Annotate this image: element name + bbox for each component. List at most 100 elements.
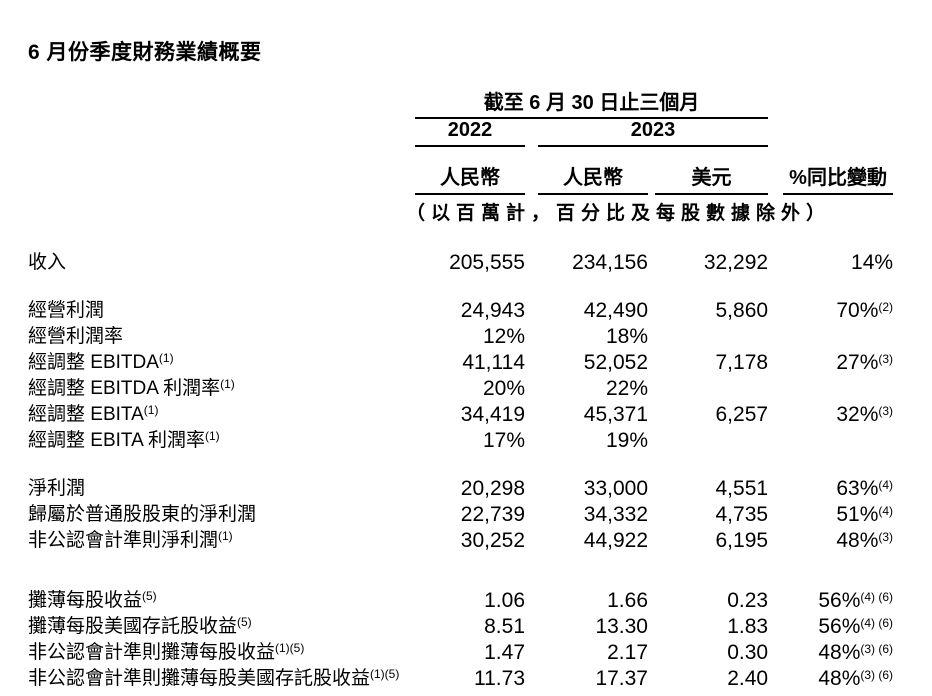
row-label: 收入 [28,252,67,273]
value-yoy-change [783,324,893,350]
row-label: 非公認會計準則淨利潤(1) [28,529,233,551]
value-2022-rmb: 24,943 [460,299,525,322]
value-2023-usd [655,376,768,402]
col-header-rmb-2022: 人民幣 [415,146,525,195]
page-title: 6 月份季度財務業績概要 [28,41,262,64]
value-2023-usd: 0.30 [727,641,769,664]
value-2023-rmb: 34,332 [583,503,648,526]
empty-cell [525,146,538,194]
spacer-row [28,228,893,250]
column-gap [525,640,538,666]
column-gap [648,428,655,454]
footnote-ref: (3) [878,404,894,418]
column-gap [525,298,538,324]
value-2023-usd [655,324,768,350]
col-header-yoy-change: %同比變動 [783,146,894,195]
row-label: 經營利潤 [28,300,105,321]
table-row: 攤薄每股美國存託股收益(5) 8.51 13.30 1.83 56%(4) (6) [28,614,893,640]
value-2023-usd: 4,735 [715,503,769,526]
value-2023-rmb: 42,490 [583,299,648,322]
table-body: 收入 205,555 234,156 32,292 14% 經營利潤 24,943 42,49… [28,228,893,692]
column-gap [768,614,783,640]
value-yoy-change: 48%(3) [836,529,894,552]
empty-cell [768,146,783,194]
column-gap [768,350,783,376]
value-2023-usd: 1.83 [727,615,769,638]
footnote-ref: (1) [158,351,174,365]
value-yoy-change: 56%(4) (6) [818,615,894,638]
value-2022-rmb: 17% [482,429,525,452]
column-gap [648,640,655,666]
value-yoy-change: 70%(2) [836,299,894,322]
value-yoy-change [783,376,893,402]
column-gap [525,476,538,502]
row-label: 經調整 EBITA(1) [28,403,159,425]
value-2023-usd: 4,551 [715,477,769,500]
column-gap [768,640,783,666]
value-2023-usd: 0.23 [727,589,769,612]
value-2022-rmb: 1.06 [484,589,525,612]
footnote-ref: (1)(5) [275,641,305,655]
column-gap [525,666,538,692]
period-header: 截至 6 月 30 日止三個月 [415,86,769,119]
table-row: 收入 205,555 234,156 32,292 14% [28,250,893,276]
footnote-ref: (1) [220,377,235,391]
empty-cell [525,118,538,146]
footnote-ref: (4) (6) [860,616,894,630]
column-gap [525,614,538,640]
value-2022-rmb: 11.73 [474,667,525,690]
value-2023-rmb: 19% [605,429,648,452]
footnote-ref: (3) [878,352,894,366]
empty-cell [783,118,893,146]
table-header: 截至 6 月 30 日止三個月 2022 2023 人民幣 人民幣 美元 [28,86,894,228]
column-gap [525,502,538,528]
empty-cell [28,146,415,194]
column-gap [525,528,538,554]
table-row: 經調整 EBITA 利潤率(1) 17% 19% [28,428,893,454]
table-row: 經調整 EBITDA 利潤率(1) 20% 22% [28,376,893,402]
value-yoy-change: 27%(3) [836,351,894,374]
column-gap [525,324,538,350]
column-gap [648,502,655,528]
column-gap [648,376,655,402]
value-2023-rmb: 44,922 [583,529,648,552]
empty-cell [28,86,415,118]
table-row: 經營利潤率 12% 18% [28,324,893,350]
period-header-row: 截至 6 月 30 日止三個月 [28,86,893,119]
footnote-ref: (4) (6) [860,590,894,604]
column-gap [525,428,538,454]
column-gap [648,250,655,276]
value-2022-rmb: 34,419 [460,403,525,426]
table-row: 攤薄每股收益(5) 1.06 1.66 0.23 56%(4) (6) [28,588,893,614]
empty-cell [768,118,783,146]
column-gap [768,476,783,502]
table-row: 經調整 EBITA(1) 34,419 45,371 6,257 32%(3) [28,402,893,428]
value-yoy-change [783,428,893,454]
value-yoy-change: 14% [851,251,894,274]
column-gap [768,588,783,614]
column-gap [768,528,783,554]
column-gap [648,476,655,502]
footnote-ref: (3) [878,530,894,544]
units-note-row: （以百萬計，百分比及每股數據除外） [28,194,893,228]
column-gap [648,402,655,428]
value-2023-usd: 7,178 [715,351,769,374]
table-row: 淨利潤 20,298 33,000 4,551 63%(4) [28,476,893,502]
year-header-row: 2022 2023 [28,118,893,147]
column-gap [768,376,783,402]
spacer-cell [28,554,893,588]
value-2022-rmb: 1.47 [484,641,525,664]
value-2022-rmb: 12% [482,325,525,348]
column-gap [768,324,783,350]
value-yoy-change: 51%(4) [836,503,894,526]
column-gap [525,250,538,276]
value-2023-rmb: 17.37 [595,667,648,690]
footnote-ref: (1)(5) [370,667,400,681]
row-label: 經調整 EBITA 利潤率(1) [28,429,220,451]
column-gap [525,402,538,428]
footnote-ref: (3) (6) [860,642,894,656]
footnote-ref: (4) [878,504,894,518]
empty-cell [648,146,655,194]
row-label: 非公認會計準則攤薄每股收益(1)(5) [28,641,305,663]
value-2023-rmb: 1.66 [607,589,648,612]
